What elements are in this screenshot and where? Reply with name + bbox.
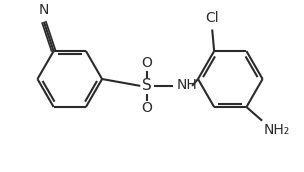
- Text: NH: NH: [176, 78, 197, 92]
- Text: N: N: [39, 3, 49, 17]
- Text: O: O: [142, 56, 153, 70]
- Text: S: S: [142, 78, 152, 93]
- Text: Cl: Cl: [206, 11, 219, 25]
- Text: O: O: [142, 101, 153, 115]
- Text: NH₂: NH₂: [264, 123, 290, 137]
